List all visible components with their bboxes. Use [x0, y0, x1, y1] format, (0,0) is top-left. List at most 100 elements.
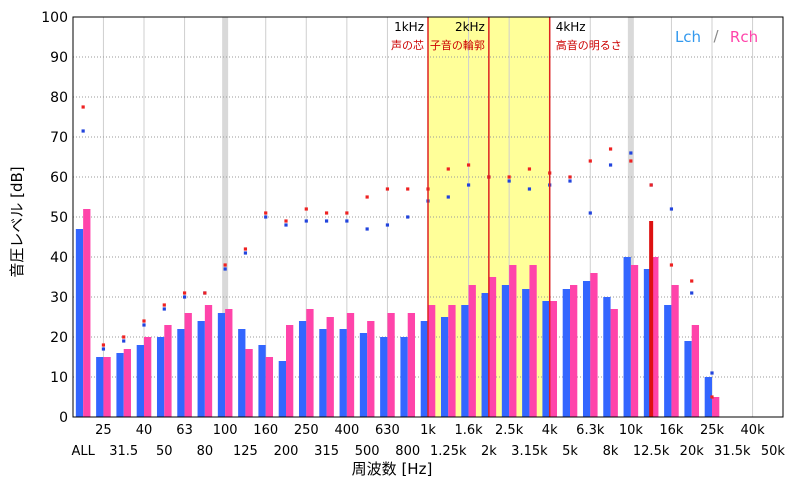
- rch-bar: [590, 273, 598, 417]
- x-tick-label: 125: [233, 444, 258, 459]
- lch-peak-point: [406, 215, 410, 219]
- lch-bar: [339, 329, 347, 417]
- lch-bar: [156, 337, 165, 417]
- lch-bar: [136, 345, 144, 417]
- lch-peak-point: [284, 223, 288, 227]
- lch-bar: [238, 329, 246, 417]
- lch-peak-point: [182, 295, 187, 299]
- lch-bar: [400, 337, 408, 417]
- x-tick-label: 500: [355, 444, 380, 459]
- rch-peak-point: [507, 175, 511, 179]
- x-tick-label: 2.5k: [495, 423, 524, 438]
- x-tick-label: 25k: [700, 423, 725, 438]
- rch-peak-point: [690, 279, 694, 283]
- lch-peak-point: [304, 219, 308, 223]
- lch-bar: [278, 361, 286, 417]
- x-tick-label: 250: [294, 423, 319, 438]
- lch-bar: [582, 281, 591, 417]
- x-tick-label: 160: [253, 423, 278, 438]
- lch-peak-point: [324, 219, 329, 223]
- y-tick-label: 30: [50, 290, 68, 306]
- rch-peak-point: [203, 291, 207, 295]
- annotation-frequency: 2kHz: [455, 20, 485, 34]
- lch-bar: [664, 305, 672, 417]
- rch-peak-point: [385, 187, 390, 191]
- x-tick-label: 40k: [741, 423, 766, 438]
- lch-peak-point: [345, 219, 349, 223]
- rch-peak-point: [162, 303, 166, 307]
- lch-peak-point: [507, 179, 511, 183]
- rch-peak-point: [223, 263, 227, 267]
- lch-bar: [562, 289, 570, 417]
- lch-bar: [522, 289, 530, 417]
- x-tick-label: ALL: [71, 444, 95, 459]
- marker-bar: [649, 221, 654, 417]
- rch-bar: [144, 337, 152, 417]
- rch-bar: [346, 313, 355, 417]
- y-tick-label: 80: [50, 90, 68, 106]
- lch-peak-point: [223, 267, 227, 271]
- y-tick-label: 90: [50, 50, 68, 66]
- peaks-layer: [81, 105, 714, 399]
- lch-peak-point: [608, 163, 613, 167]
- x-tick-label: 3.15k: [511, 444, 548, 459]
- rch-peak-point: [101, 343, 106, 347]
- lch-bar: [319, 329, 327, 417]
- lch-bar: [420, 321, 428, 417]
- lch-peak-point: [142, 323, 146, 327]
- x-tick-label: 10k: [619, 423, 644, 438]
- x-tick-label: 6.3k: [576, 423, 605, 438]
- rch-bar: [610, 309, 618, 417]
- lch-peak-point: [162, 307, 166, 311]
- y-axis-label: 音圧レベル [dB]: [8, 166, 26, 277]
- lch-bar: [542, 301, 550, 417]
- rch-bar: [387, 313, 395, 417]
- lch-bar: [116, 353, 124, 417]
- lch-peak-point: [385, 223, 390, 227]
- rch-peak-point: [629, 159, 633, 163]
- x-tick-label: 20k: [680, 444, 705, 459]
- lch-peak-point: [568, 179, 572, 183]
- lch-bar: [440, 317, 449, 417]
- rch-bar: [83, 209, 91, 417]
- rch-peak-point: [588, 159, 592, 163]
- lch-bar: [258, 345, 266, 417]
- lch-peak-point: [101, 347, 106, 351]
- rch-peak-point: [649, 183, 653, 187]
- legend-separator: /: [713, 27, 719, 45]
- rch-peak-point: [182, 291, 187, 295]
- rch-peak-point: [324, 211, 329, 215]
- bars-layer: [75, 209, 720, 417]
- lch-bar: [380, 337, 388, 417]
- rch-bar: [265, 357, 274, 417]
- lch-bar: [197, 321, 205, 417]
- lch-peak-point: [690, 291, 694, 295]
- lch-peak-point: [365, 227, 369, 231]
- rch-peak-point: [264, 211, 268, 215]
- legend-rch: Rch: [730, 28, 758, 46]
- rch-bar: [448, 305, 456, 417]
- rch-bar: [245, 349, 253, 417]
- y-tick-label: 50: [50, 210, 68, 226]
- x-tick-label: 31.5: [109, 444, 138, 459]
- lch-peak-point: [629, 151, 633, 155]
- v-grid-emphasis: [222, 17, 229, 417]
- lch-peak-point: [710, 371, 714, 375]
- rch-bar: [286, 325, 294, 417]
- y-tick-label: 20: [50, 330, 68, 346]
- x-tick-label: 63: [176, 423, 193, 438]
- annotation-frequency: 1kHz: [394, 20, 424, 34]
- rch-peak-point: [345, 211, 349, 215]
- rch-bar: [306, 309, 314, 417]
- y-tick-label: 60: [50, 170, 68, 186]
- rch-bar: [712, 397, 720, 417]
- rch-peak-point: [122, 335, 126, 339]
- rch-bar: [367, 321, 375, 417]
- lch-peak-point: [81, 129, 85, 133]
- rch-peak-point: [527, 167, 532, 171]
- v-grid-emphasis: [627, 17, 634, 417]
- lch-bar: [359, 333, 368, 417]
- rch-bar: [630, 265, 639, 417]
- x-tick-label: 50: [156, 444, 173, 459]
